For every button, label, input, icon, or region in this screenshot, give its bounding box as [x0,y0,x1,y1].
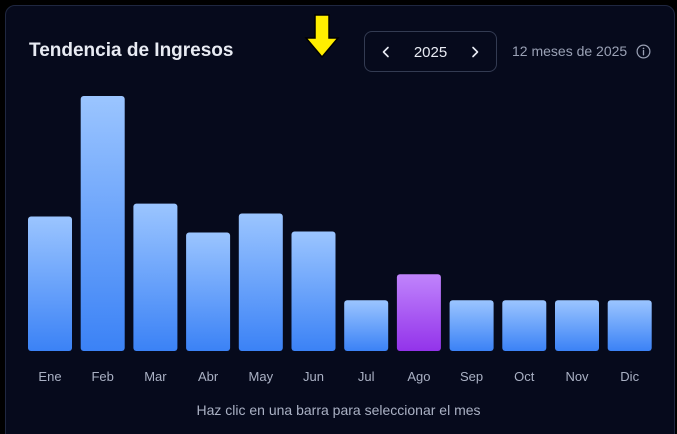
bar-nov[interactable] [555,300,599,351]
x-tick-label: Mar [144,369,167,384]
x-tick-label: Oct [514,369,535,384]
next-year-button[interactable] [460,32,490,71]
selected-year: 2025 [413,44,448,61]
bar-dic[interactable] [607,300,652,351]
bar-ago[interactable] [396,274,441,351]
x-tick-label: Sep [460,369,483,384]
bar-jul[interactable] [344,300,389,351]
bar-jun[interactable] [291,231,336,351]
period-label: 12 meses de 2025 [512,43,628,59]
chart-hint: Haz clic en una barra para seleccionar e… [196,402,481,418]
bar-may[interactable] [238,213,283,351]
card-title: Tendencia de Ingresos [29,40,234,61]
bar-oct[interactable] [502,300,547,351]
x-tick-label: May [249,369,274,384]
chevron-right-icon [472,46,479,57]
bar-feb[interactable] [80,96,125,351]
down-arrow-icon [304,14,340,58]
x-tick-label: Dic [620,369,639,384]
year-picker: 2025 [364,31,497,72]
x-tick-label: Nov [565,369,589,384]
x-tick-label: Feb [91,369,113,384]
previous-year-button[interactable] [371,32,401,71]
x-tick-label: Jul [358,369,375,384]
x-tick-label: Ene [38,369,61,384]
bar-mar[interactable] [133,203,178,351]
bar-ene[interactable] [28,216,72,351]
x-tick-label: Abr [198,369,219,384]
info-icon[interactable] [636,44,651,59]
bar-sep[interactable] [449,300,494,351]
x-tick-label: Ago [407,369,430,384]
chevron-left-icon [382,46,389,57]
x-tick-label: Jun [303,369,324,384]
bar-abr[interactable] [186,232,231,351]
